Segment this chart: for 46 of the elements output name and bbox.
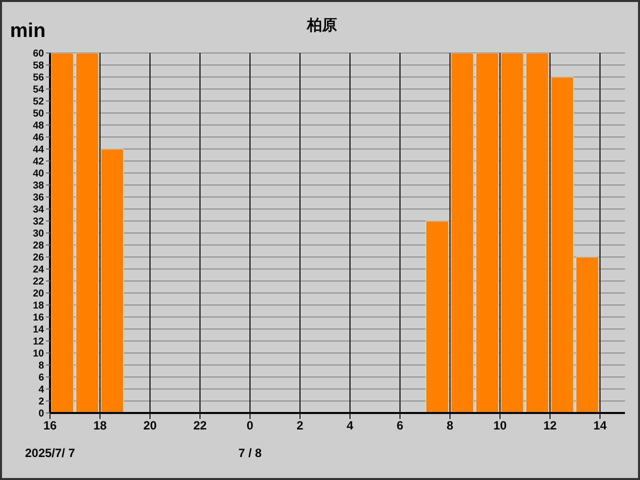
y-tick-label: 24 [32, 264, 44, 276]
y-tick-label: 58 [32, 60, 44, 72]
y-tick-label: 10 [32, 348, 44, 360]
y-tick-label: 20 [32, 288, 44, 300]
y-tick-label: 42 [32, 156, 44, 168]
y-tick-label: 6 [38, 372, 44, 384]
y-tick-label: 36 [32, 192, 44, 204]
x-tick-label: 18 [93, 418, 107, 433]
y-tick-label: 46 [32, 132, 44, 144]
text: 2025/7/ 7 [24, 446, 76, 460]
x-tick-label: 6 [396, 418, 404, 433]
y-tick-label: 28 [32, 240, 44, 252]
x-tick-label: 12 [543, 418, 557, 433]
x-tick-label: 0 [246, 418, 254, 433]
y-tick-label: 52 [32, 96, 44, 108]
y-tick-label: 50 [32, 108, 44, 120]
y-tick-label: 14 [32, 324, 44, 336]
y-tick-label: 30 [32, 228, 44, 240]
y-tick-label: 60 [32, 48, 44, 60]
y-tick-label: 18 [32, 300, 44, 312]
y-tick-label: 34 [32, 204, 44, 216]
chart-title: 柏原 [307, 17, 337, 34]
y-tick-label: 40 [32, 168, 44, 180]
y-tick-label: 12 [32, 336, 44, 348]
x-tick-label: 20 [143, 418, 157, 433]
x-tick-label: 2 [296, 418, 304, 433]
x-tick-label: 8 [446, 418, 454, 433]
x-tick-label: 10 [493, 418, 507, 433]
y-tick-label: 44 [32, 144, 44, 156]
y-tick-label: 16 [32, 312, 44, 324]
y-tick-label: 22 [32, 276, 44, 288]
y-tick-label: 56 [32, 72, 44, 84]
y-axis-title: min [10, 20, 46, 43]
y-tick-label: 0 [38, 408, 44, 420]
y-tick-label: 8 [38, 360, 44, 372]
y-tick-label: 54 [32, 84, 44, 96]
text: 7 / 8 [238, 446, 262, 460]
y-tick-label: 4 [38, 384, 44, 396]
x-tick-label: 4 [346, 418, 354, 433]
x-tick-label: 22 [193, 418, 207, 433]
y-tick-label: 38 [32, 180, 44, 192]
y-tick-label: 48 [32, 120, 44, 132]
y-tick-label: 2 [38, 396, 44, 408]
y-tick-label: 32 [32, 216, 44, 228]
y-tick-label: 26 [32, 252, 44, 264]
x-tick-label: 14 [593, 418, 607, 433]
